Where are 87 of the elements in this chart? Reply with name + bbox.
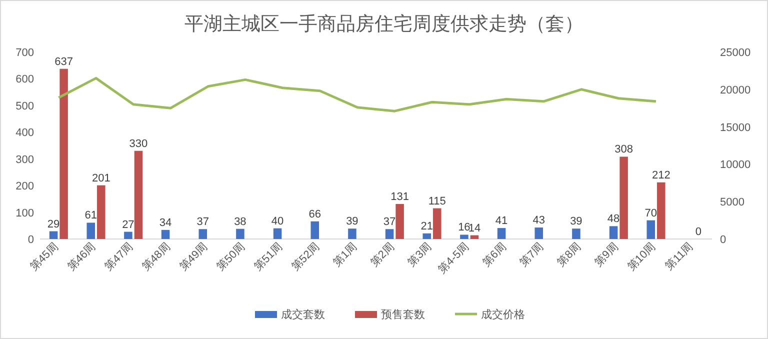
data-label: 330 bbox=[129, 138, 148, 150]
x-tick-label: 第46周 bbox=[65, 240, 98, 274]
x-tick-label: 第10周 bbox=[625, 240, 658, 274]
bar bbox=[97, 185, 106, 239]
data-label: 131 bbox=[390, 191, 409, 204]
data-label: 21 bbox=[420, 220, 433, 232]
data-label: 37 bbox=[196, 216, 209, 228]
legend-label: 预售套数 bbox=[381, 309, 425, 321]
x-tick-label: 第47周 bbox=[102, 240, 136, 274]
x-tick-label: 第1周 bbox=[331, 240, 360, 270]
y2-tick-label: 5000 bbox=[720, 196, 744, 209]
data-label: 37 bbox=[383, 216, 396, 228]
data-label: 308 bbox=[614, 144, 633, 156]
bar bbox=[470, 235, 479, 239]
bar bbox=[134, 150, 143, 239]
y-tick-label: 0 bbox=[28, 234, 34, 246]
bar bbox=[236, 228, 244, 239]
y-tick-label: 100 bbox=[16, 207, 34, 220]
data-label: 39 bbox=[346, 216, 358, 228]
bar bbox=[657, 182, 666, 239]
bar bbox=[534, 228, 543, 239]
y-tick-label: 500 bbox=[16, 100, 34, 112]
data-label: 212 bbox=[652, 169, 670, 182]
bar bbox=[385, 229, 394, 239]
x-tick-label: 第3周 bbox=[406, 240, 434, 270]
x-tick-label: 第50周 bbox=[214, 240, 248, 274]
legend-label: 成交套数 bbox=[281, 308, 325, 321]
y2-tick-label: 15000 bbox=[720, 122, 751, 134]
data-label: 40 bbox=[271, 215, 284, 228]
bar bbox=[60, 68, 68, 239]
bar bbox=[86, 222, 95, 239]
x-tick-label: 第7周 bbox=[518, 240, 546, 270]
x-tick-label: 第2周 bbox=[368, 240, 397, 270]
bar bbox=[433, 208, 442, 239]
bar bbox=[609, 226, 618, 239]
bar bbox=[49, 231, 58, 239]
x-tick-label: 第48周 bbox=[140, 240, 173, 274]
x-tick-label: 第49周 bbox=[177, 240, 210, 274]
bar bbox=[310, 221, 319, 239]
bar bbox=[422, 233, 431, 239]
bar bbox=[198, 229, 207, 239]
bar bbox=[497, 228, 506, 239]
data-label: 201 bbox=[92, 172, 110, 184]
bar bbox=[620, 156, 628, 239]
x-tick-label: 第11周 bbox=[663, 240, 696, 273]
data-label: 27 bbox=[122, 218, 134, 231]
legend-label: 成交价格 bbox=[481, 308, 525, 321]
bar bbox=[161, 230, 170, 239]
y-tick-label: 400 bbox=[16, 127, 34, 140]
bar bbox=[460, 234, 468, 239]
x-tick-label: 第51周 bbox=[252, 240, 285, 274]
bar bbox=[124, 232, 132, 239]
x-tick-label: 第8周 bbox=[555, 240, 584, 270]
bar bbox=[646, 220, 655, 239]
data-label: 38 bbox=[234, 216, 246, 228]
data-label: 41 bbox=[495, 215, 508, 228]
y-tick-label: 300 bbox=[16, 154, 34, 166]
y2-tick-label: 25000 bbox=[720, 47, 751, 59]
bar bbox=[396, 204, 404, 239]
data-label: 29 bbox=[47, 218, 60, 230]
bar bbox=[572, 228, 580, 239]
chart-title: 平湖主城区一手商品房住宅周度供求走势（套） bbox=[184, 13, 584, 35]
data-label: 34 bbox=[159, 216, 172, 229]
data-label: 61 bbox=[84, 210, 97, 222]
x-tick-label: 第6周 bbox=[480, 240, 509, 270]
y-tick-label: 200 bbox=[16, 180, 34, 193]
x-tick-label: 第4-5周 bbox=[436, 240, 472, 276]
y2-tick-label: 20000 bbox=[720, 84, 751, 96]
data-label: 70 bbox=[644, 207, 657, 220]
data-label: 637 bbox=[54, 56, 73, 68]
y2-tick-label: 0 bbox=[720, 234, 726, 246]
y-tick-label: 700 bbox=[16, 47, 34, 59]
line-series bbox=[57, 76, 658, 112]
data-label: 14 bbox=[468, 222, 481, 234]
data-label: 115 bbox=[428, 195, 446, 208]
bar bbox=[348, 228, 356, 239]
bar bbox=[273, 228, 282, 239]
data-label: 39 bbox=[570, 216, 582, 228]
x-tick-label: 第52周 bbox=[289, 240, 322, 274]
data-label: 0 bbox=[695, 226, 702, 238]
y-tick-label: 600 bbox=[16, 74, 34, 86]
data-label: 48 bbox=[607, 213, 620, 226]
x-tick-label: 第9周 bbox=[592, 240, 621, 270]
data-label: 66 bbox=[308, 208, 321, 220]
data-label: 43 bbox=[532, 214, 545, 227]
y2-tick-label: 10000 bbox=[720, 159, 751, 172]
data-label: 16 bbox=[458, 222, 470, 234]
